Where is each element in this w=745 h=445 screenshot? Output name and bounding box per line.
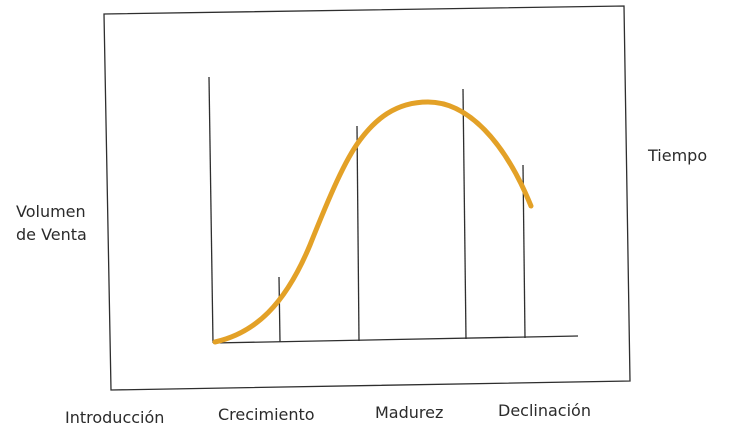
x-axis [212,335,579,344]
sales-curve [212,99,534,345]
stage-label-introduccion: Introducción [65,408,165,427]
stage-divider-3 [462,88,467,340]
diagram-frame [103,5,631,391]
stage-label-declinacion: Declinación [498,401,591,420]
stage-divider-1 [278,276,281,343]
y-axis-label-line2: de Venta [16,225,87,244]
stage-divider-2 [356,125,360,342]
y-axis-label-line1: Volumen [16,202,86,221]
y-axis [208,76,214,344]
stage-label-madurez: Madurez [375,403,444,422]
stage-label-crecimiento: Crecimiento [218,405,315,424]
x-axis-label: Tiempo [648,146,708,165]
